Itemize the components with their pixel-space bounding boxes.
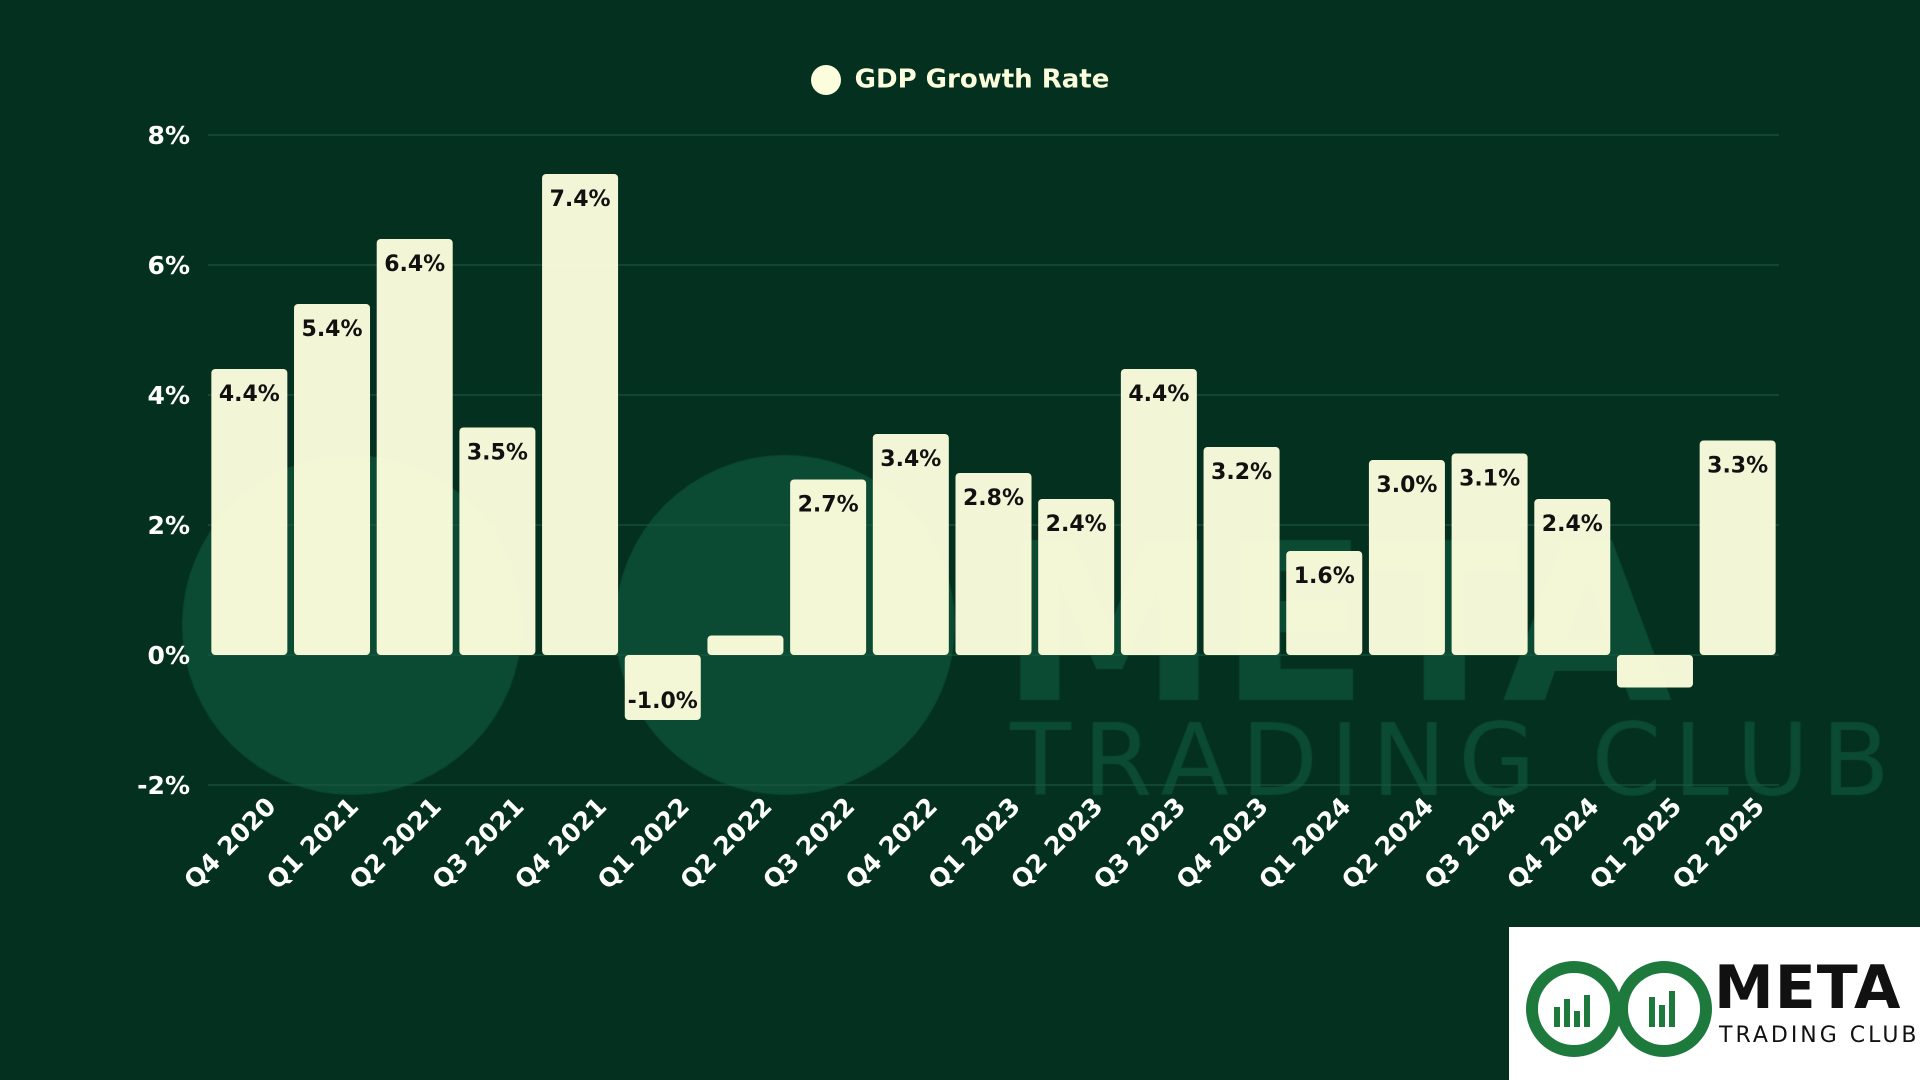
bar: [1120, 369, 1197, 655]
data-label: 4.4%: [1128, 382, 1189, 407]
data-label: 3.1%: [1459, 467, 1520, 492]
logo-icon: [1526, 961, 1712, 1057]
data-label: 3.0%: [1376, 473, 1437, 498]
data-label: 4.4%: [219, 382, 280, 407]
bar: [459, 427, 536, 655]
bar: [790, 479, 867, 655]
bar: [1616, 655, 1693, 688]
data-label: 2.8%: [963, 486, 1024, 511]
data-label: 7.4%: [550, 187, 611, 212]
legend-marker: [810, 64, 841, 95]
bar: [955, 473, 1032, 655]
data-label: 1.6%: [1294, 564, 1355, 589]
data-label: 2.4%: [1046, 512, 1107, 537]
bar: [1286, 551, 1363, 655]
bar: [1368, 460, 1445, 655]
y-tick-label: 6%: [148, 251, 190, 280]
data-label: 3.3%: [1707, 454, 1768, 479]
bar: [624, 655, 701, 720]
legend: GDP Growth Rate: [0, 64, 1920, 95]
data-label: 3.2%: [1211, 460, 1272, 485]
data-label: 2.7%: [798, 493, 859, 518]
data-label: 3.4%: [880, 447, 941, 472]
bar: [1699, 440, 1776, 655]
y-tick-label: -2%: [137, 771, 190, 800]
bar: [1038, 499, 1115, 655]
logo: META TRADING CLUB: [1509, 927, 1920, 1080]
bar: [542, 174, 619, 655]
bar: [1534, 499, 1611, 655]
logo-text-meta: META: [1714, 953, 1902, 1023]
bar: [1451, 453, 1528, 655]
data-label: 5.4%: [302, 317, 363, 342]
logo-text-trading-club: TRADING CLUB: [1719, 1023, 1920, 1048]
y-tick-label: 0%: [148, 641, 190, 670]
bar: [872, 434, 949, 655]
data-label: 6.4%: [384, 252, 445, 277]
data-label: -1.0%: [628, 689, 698, 714]
bar: [211, 369, 288, 655]
data-label: 2.4%: [1542, 512, 1603, 537]
bar: [294, 304, 371, 655]
y-tick-label: 8%: [148, 121, 190, 150]
bar: [376, 239, 453, 655]
legend-label: GDP Growth Rate: [854, 64, 1110, 95]
y-tick-label: 4%: [148, 381, 190, 410]
bar: [1203, 447, 1280, 655]
y-tick-label: 2%: [148, 511, 190, 540]
bar: [707, 635, 784, 655]
data-label: 3.5%: [467, 441, 528, 466]
